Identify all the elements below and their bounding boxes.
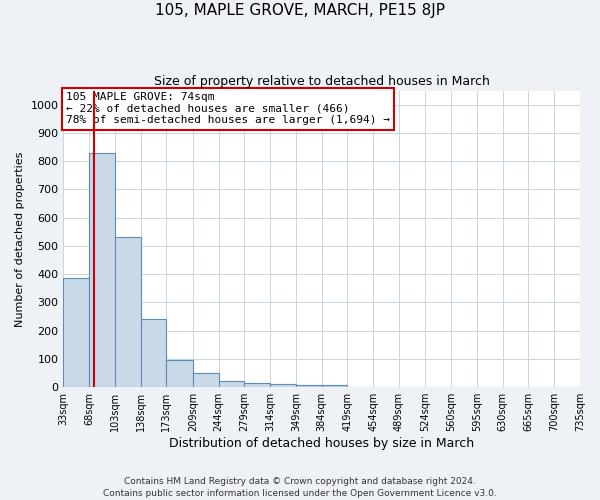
X-axis label: Distribution of detached houses by size in March: Distribution of detached houses by size … <box>169 437 474 450</box>
Bar <box>89 152 115 387</box>
Title: Size of property relative to detached houses in March: Size of property relative to detached ho… <box>154 75 490 88</box>
Text: Contains HM Land Registry data © Crown copyright and database right 2024.
Contai: Contains HM Land Registry data © Crown c… <box>103 476 497 498</box>
Bar <box>270 384 296 387</box>
Bar <box>322 385 347 387</box>
Bar <box>296 385 322 387</box>
Bar <box>244 383 270 387</box>
Text: 105 MAPLE GROVE: 74sqm
← 22% of detached houses are smaller (466)
78% of semi-de: 105 MAPLE GROVE: 74sqm ← 22% of detached… <box>66 92 390 125</box>
Y-axis label: Number of detached properties: Number of detached properties <box>15 151 25 326</box>
Bar <box>193 373 218 387</box>
Bar <box>140 319 166 387</box>
Bar <box>64 278 89 387</box>
Bar <box>218 381 244 387</box>
Bar <box>166 360 193 387</box>
Text: 105, MAPLE GROVE, MARCH, PE15 8JP: 105, MAPLE GROVE, MARCH, PE15 8JP <box>155 2 445 18</box>
Bar <box>115 238 140 387</box>
